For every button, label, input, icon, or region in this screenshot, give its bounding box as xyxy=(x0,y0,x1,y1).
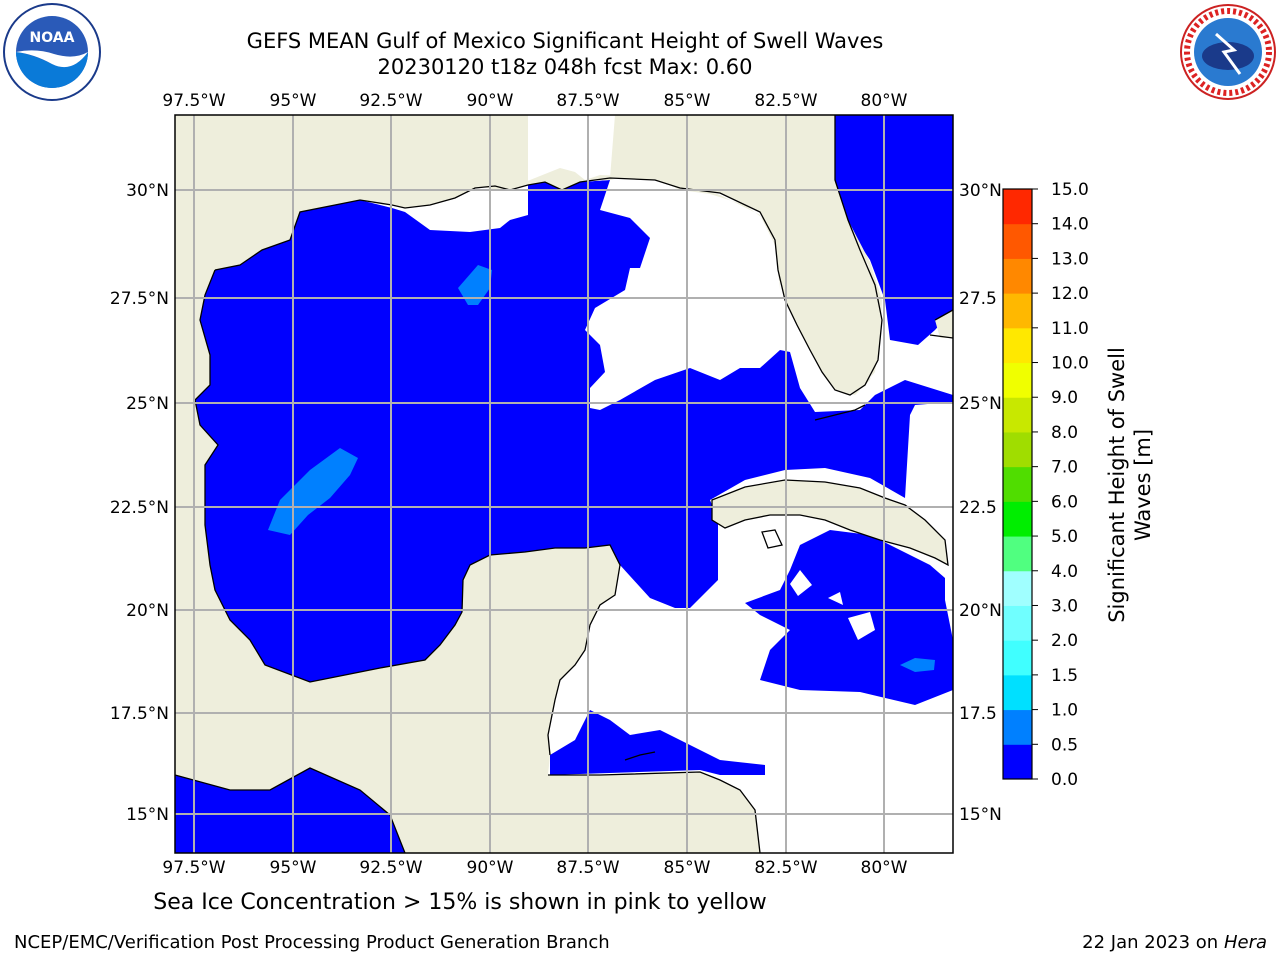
colorbar-tick-label: 13.0 xyxy=(1051,249,1089,269)
colorbar-label-line-2: Waves [m] xyxy=(1131,429,1155,541)
colorbar xyxy=(1002,188,1033,780)
colorbar-tick-label: 8.0 xyxy=(1051,423,1078,443)
atlantic-swell-field xyxy=(835,115,953,345)
lon-label-top: 87.5°W xyxy=(556,91,619,111)
lon-label-bottom: 85°W xyxy=(664,858,711,878)
land-north-america xyxy=(175,115,953,395)
lat-label-right: 22.5 xyxy=(959,498,997,518)
lat-label-right: 17.5 xyxy=(959,704,997,724)
colorbar-tick-label: 12.0 xyxy=(1051,284,1089,304)
colorbar-segment xyxy=(1003,431,1032,468)
sea-ice-note: Sea Ice Concentration > 15% is shown in … xyxy=(153,890,767,915)
lon-label-bottom: 80°W xyxy=(861,858,908,878)
colorbar-frame xyxy=(1002,188,1033,780)
caribbean-swell-field xyxy=(745,530,953,705)
lon-label-top: 92.5°W xyxy=(359,91,422,111)
colorbar-segment xyxy=(1003,501,1032,537)
colorbar-tick-label: 2.0 xyxy=(1051,631,1078,651)
colorbar-tick-label: 15.0 xyxy=(1051,180,1089,200)
graticule xyxy=(175,115,953,853)
lat-label-right: 25°N xyxy=(959,394,1002,414)
lon-label-bottom: 95°W xyxy=(270,858,317,878)
lat-label-left: 17.5°N xyxy=(110,704,169,724)
land-cuba xyxy=(712,480,948,565)
colorbar-segment xyxy=(1003,605,1032,641)
colorbar-tick-label: 4.0 xyxy=(1051,562,1078,582)
lon-label-bottom: 82.5°W xyxy=(754,858,817,878)
honduras-swell-field xyxy=(550,710,765,775)
footer-host: Hera xyxy=(1223,932,1267,953)
swell-patch-2 xyxy=(458,265,492,305)
map-frame xyxy=(174,114,954,854)
lon-label-top: 95°W xyxy=(270,91,317,111)
colorbar-segment xyxy=(1003,258,1032,294)
lat-labels-left: 30°N 27.5°N 25°N 22.5°N 20°N 17.5°N 15°N xyxy=(110,181,169,825)
lon-label-top: 80°W xyxy=(861,91,908,111)
colorbar-tick-label: 7.0 xyxy=(1051,458,1078,478)
pacific-swell-field xyxy=(175,768,405,853)
colorbar-segment xyxy=(1003,223,1032,259)
footer-date: 22 Jan 2023 on Hera xyxy=(1082,932,1267,953)
lon-label-top: 97.5°W xyxy=(162,91,225,111)
colorbar-tick-label: 9.0 xyxy=(1051,388,1078,408)
nws-logo xyxy=(1180,4,1276,100)
svg-text:NOAA: NOAA xyxy=(30,30,75,46)
colorbar-label-line-1: Significant Height of Swell xyxy=(1105,347,1129,623)
colorbar-tick-label: 11.0 xyxy=(1051,319,1089,339)
colorbar-segment xyxy=(1003,744,1032,780)
lon-label-bottom: 87.5°W xyxy=(556,858,619,878)
lat-label-left: 25°N xyxy=(126,394,169,414)
gulf-swell-field xyxy=(195,180,953,682)
colorbar-segment xyxy=(1003,640,1032,676)
lat-label-right: 15°N xyxy=(959,805,1002,825)
colorbar-tick-label: 6.0 xyxy=(1051,492,1078,512)
colorbar-segment xyxy=(1003,674,1032,711)
lat-label-left: 15°N xyxy=(126,805,169,825)
lon-label-top: 85°W xyxy=(664,91,711,111)
lon-label-top: 82.5°W xyxy=(754,91,817,111)
colorbar-segment xyxy=(1003,327,1032,364)
colorbar-segment xyxy=(1003,709,1032,745)
land-texas-louisiana xyxy=(175,115,760,853)
lat-labels-right: 30°N 27.5 25°N 22.5 20°N 17.5 15°N xyxy=(959,181,1002,825)
colorbar-tick-label: 3.0 xyxy=(1051,596,1078,616)
title-line-2: 20230120 t18z 048h fcst Max: 0.60 xyxy=(377,55,753,79)
colorbar-tick-label: 1.5 xyxy=(1051,666,1078,686)
lat-label-right: 20°N xyxy=(959,601,1002,621)
lon-labels-top: 97.5°W 95°W 92.5°W 90°W 87.5°W 85°W 82.5… xyxy=(162,91,907,111)
colorbar-segment xyxy=(1003,397,1032,433)
lat-label-left: 20°N xyxy=(126,601,169,621)
lat-label-right: 27.5 xyxy=(959,289,997,309)
colorbar-segment xyxy=(1003,189,1032,225)
colorbar-tick-label: 0.5 xyxy=(1051,735,1078,755)
lat-label-left: 30°N xyxy=(126,181,169,201)
land-florida xyxy=(610,115,882,395)
colorbar-tick-label: 1.0 xyxy=(1051,701,1078,721)
swell-patch-1 xyxy=(268,448,358,535)
colorbar-ticks: 0.0 0.5 1.0 1.5 2.0 3.0 4.0 5.0 6.0 7.0 8.0 9.0 10.0… xyxy=(1032,180,1089,790)
colorbar-tick-label: 5.0 xyxy=(1051,527,1078,547)
lat-label-right: 30°N xyxy=(959,181,1002,201)
colorbar-tick-label: 0.0 xyxy=(1051,770,1078,790)
colorbar-segment xyxy=(1003,293,1032,329)
noaa-logo: NOAA xyxy=(3,3,101,101)
colorbar-segment xyxy=(1003,570,1032,606)
lon-labels-bottom: 97.5°W 95°W 92.5°W 90°W 87.5°W 85°W 82.5… xyxy=(162,858,907,878)
lon-label-bottom: 92.5°W xyxy=(359,858,422,878)
lat-label-left: 22.5°N xyxy=(110,498,169,518)
colorbar-tick-label: 14.0 xyxy=(1051,215,1089,235)
colorbar-segment xyxy=(1003,466,1032,502)
lon-label-bottom: 97.5°W xyxy=(162,858,225,878)
lat-label-left: 27.5°N xyxy=(110,289,169,309)
colorbar-tick-label: 10.0 xyxy=(1051,354,1089,374)
colorbar-segment xyxy=(1003,536,1032,572)
title-line-1: GEFS MEAN Gulf of Mexico Significant Hei… xyxy=(246,29,884,53)
colorbar-segment xyxy=(1003,362,1032,398)
swell-patch-3 xyxy=(900,658,935,672)
footer-date-text: 22 Jan 2023 on xyxy=(1082,932,1224,953)
lon-label-bottom: 90°W xyxy=(467,858,514,878)
footer-credit: NCEP/EMC/Verification Post Processing Pr… xyxy=(14,932,610,953)
lon-label-top: 90°W xyxy=(467,91,514,111)
